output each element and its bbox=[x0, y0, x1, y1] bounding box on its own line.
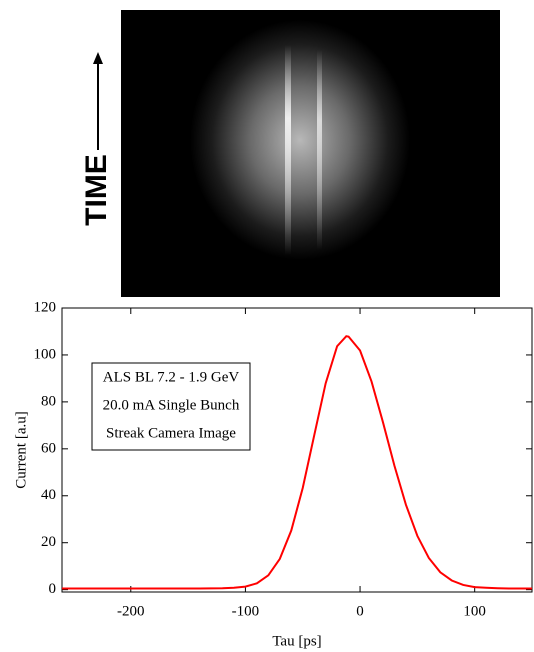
y-tick-label: 40 bbox=[41, 487, 56, 503]
x-tick-label: -100 bbox=[232, 603, 260, 619]
annotation-line: Streak Camera Image bbox=[106, 425, 236, 441]
plot-frame bbox=[61, 307, 533, 593]
x-tick-label: -200 bbox=[117, 603, 145, 619]
y-tick-label: 60 bbox=[41, 440, 56, 456]
chart: Tau [ps] Current [a.u] bbox=[13, 307, 533, 649]
y-tick-label: 100 bbox=[34, 346, 57, 362]
x-tick-label: 0 bbox=[356, 603, 364, 619]
y-axis-label: Current [a.u] bbox=[13, 411, 29, 488]
y-tick-label: 120 bbox=[34, 299, 57, 315]
annotation-box bbox=[91, 362, 251, 451]
annotation-line: ALS BL 7.2 - 1.9 GeV bbox=[103, 369, 240, 385]
y-tick-label: 80 bbox=[41, 393, 56, 409]
time-arrowhead bbox=[93, 52, 103, 64]
data-line bbox=[62, 335, 532, 590]
x-axis-label: Tau [ps] bbox=[272, 633, 321, 649]
y-tick-label: 20 bbox=[41, 534, 56, 550]
x-tick-label: 100 bbox=[463, 603, 486, 619]
time-label: TIME bbox=[80, 154, 113, 226]
streak-image bbox=[121, 10, 500, 297]
y-tick-label: 0 bbox=[49, 581, 57, 597]
annotation-line: 20.0 mA Single Bunch bbox=[103, 397, 240, 413]
